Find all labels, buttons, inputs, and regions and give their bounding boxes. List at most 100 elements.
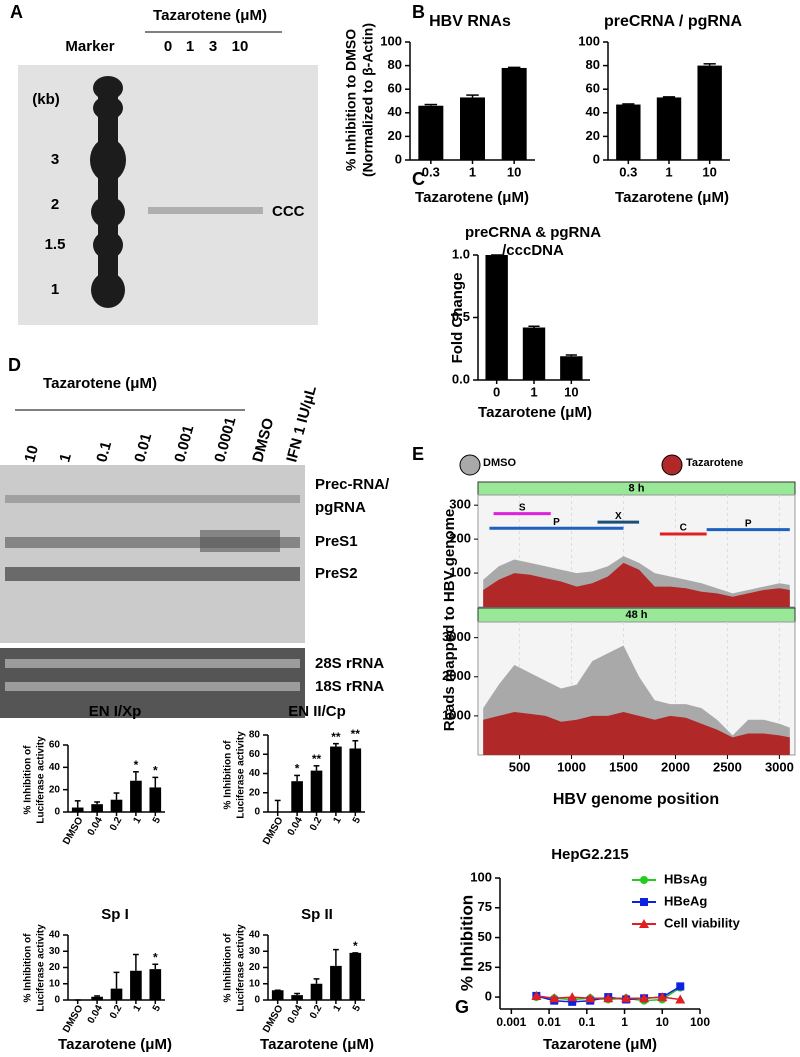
- y-tick-label: 20: [586, 128, 600, 143]
- bar: [616, 104, 641, 160]
- y-tick-label: 1.0: [452, 246, 470, 261]
- panel-label: E: [412, 444, 424, 464]
- y-tick-label: 40: [586, 104, 600, 119]
- y-tick-label: 2000: [442, 668, 471, 683]
- bar: [149, 787, 162, 812]
- point: [675, 994, 686, 1004]
- x-tick-label: 5: [351, 815, 364, 826]
- y-axis-label: % Inhibition: [457, 895, 476, 991]
- blot-title: Tazarotene (μM): [43, 375, 157, 392]
- marker-ladder: [90, 76, 126, 308]
- lane-label: 0.01: [131, 431, 155, 464]
- panel-label: D: [8, 355, 21, 375]
- unit-label: (kb): [32, 91, 60, 108]
- x-tick-label: 1: [469, 164, 476, 179]
- x-tick-label: 1: [131, 1003, 144, 1014]
- bar: [501, 67, 527, 160]
- chart-title: /cccDNA: [502, 242, 564, 259]
- panel-label: G: [455, 997, 469, 1017]
- x-tick-label: 3000: [765, 759, 794, 774]
- size-label: 1.5: [45, 236, 66, 253]
- chart-title: preCRNA / pgRNA: [604, 13, 743, 30]
- y-axis-label: Luciferase activity: [36, 736, 47, 824]
- band-label: 28S rRNA: [315, 655, 384, 672]
- y-tick-label: 80: [249, 730, 261, 741]
- x-axis-label: Tazarotene (μM): [260, 1036, 374, 1053]
- lane-label: 0.0001: [211, 415, 239, 464]
- x-tick-label: 1: [331, 815, 344, 826]
- significance: **: [312, 752, 322, 766]
- x-tick-label: 0.2: [108, 1003, 125, 1021]
- bar: [130, 970, 142, 1000]
- x-axis-label: Tazarotene (μM): [415, 189, 529, 206]
- legend-label: HBeAg: [664, 893, 707, 908]
- x-tick-label: 5: [351, 1003, 364, 1014]
- y-tick-label: 40: [249, 930, 261, 941]
- y-tick-label: 300: [449, 497, 471, 512]
- y-tick-label: 100: [578, 33, 600, 48]
- y-axis-label: Reads mapped to HBV genome: [441, 509, 458, 732]
- bar: [656, 97, 682, 160]
- y-tick-label: 80: [586, 57, 600, 72]
- legend-marker: [640, 876, 648, 884]
- x-axis-label: Tazarotene (μM): [543, 1036, 657, 1053]
- x-axis-label: HBV genome position: [553, 791, 719, 808]
- x-tick-label: 0.3: [422, 164, 440, 179]
- y-tick-label: 10: [49, 978, 61, 989]
- significance: *: [353, 939, 358, 953]
- y-tick-label: 50: [478, 929, 492, 944]
- lane-label: 3: [209, 38, 217, 55]
- y-tick-label: 0: [254, 807, 260, 818]
- band: [5, 659, 300, 668]
- x-tick-label: 5: [151, 815, 164, 826]
- chart-title: preCRNA & pgRNA: [465, 224, 601, 241]
- legend-marker: [640, 898, 648, 906]
- y-tick-label: 0: [54, 995, 60, 1006]
- y-axis-label: Luciferase activity: [236, 731, 247, 819]
- y-tick-label: 100: [470, 869, 492, 884]
- y-tick-label: 1000: [442, 707, 471, 722]
- lane-label: 1: [186, 38, 194, 55]
- y-axis-label: Luciferase activity: [36, 924, 47, 1012]
- bar: [697, 65, 722, 160]
- lane-label: 10: [232, 38, 249, 55]
- bar: [110, 988, 123, 1000]
- band: [5, 682, 300, 691]
- bar: [130, 780, 142, 812]
- x-tick-label: DMSO: [61, 815, 86, 847]
- blot-a: Tazarotene (μM) Marker 0 1 3 10 (kb) 3 2…: [18, 7, 318, 325]
- y-axis-label: % Inhibition of: [223, 740, 234, 810]
- bar: [330, 746, 342, 812]
- point: [567, 992, 578, 1002]
- panel-label: C: [412, 169, 425, 189]
- x-tick-label: 0.04: [86, 1003, 105, 1026]
- band-label: PreS2: [315, 565, 358, 582]
- y-tick-label: 0: [54, 807, 60, 818]
- area: [483, 562, 790, 607]
- x-tick-label: 0.1: [578, 1015, 595, 1029]
- bar: [310, 770, 323, 812]
- chart-title: Sp II: [301, 906, 333, 923]
- gene-label: X: [615, 511, 622, 522]
- y-tick-label: 20: [388, 128, 402, 143]
- bar: [349, 952, 362, 1000]
- y-axis-label: % Inhibition of: [23, 745, 34, 815]
- bar: [291, 995, 303, 1000]
- legend-label: Tazarotene: [686, 457, 743, 469]
- x-tick-label: 0.2: [308, 1003, 325, 1021]
- point: [531, 990, 542, 1000]
- chart-title: HBV RNAs: [429, 13, 511, 30]
- bar: [560, 356, 583, 380]
- point: [585, 993, 596, 1003]
- x-tick-label: 1: [621, 1015, 628, 1029]
- x-tick-label: 2500: [713, 759, 742, 774]
- y-tick-label: 30: [249, 946, 261, 957]
- lane-label: 0: [164, 38, 172, 55]
- y-tick-label: 200: [449, 531, 471, 546]
- band-label: PreS1: [315, 533, 358, 550]
- x-tick-label: DMSO: [261, 1003, 286, 1035]
- blot-title: Tazarotene (μM): [153, 7, 267, 24]
- legend-label: Cell viability: [664, 915, 741, 930]
- x-tick-label: 0.04: [86, 815, 105, 838]
- x-tick-label: 0.3: [619, 164, 637, 179]
